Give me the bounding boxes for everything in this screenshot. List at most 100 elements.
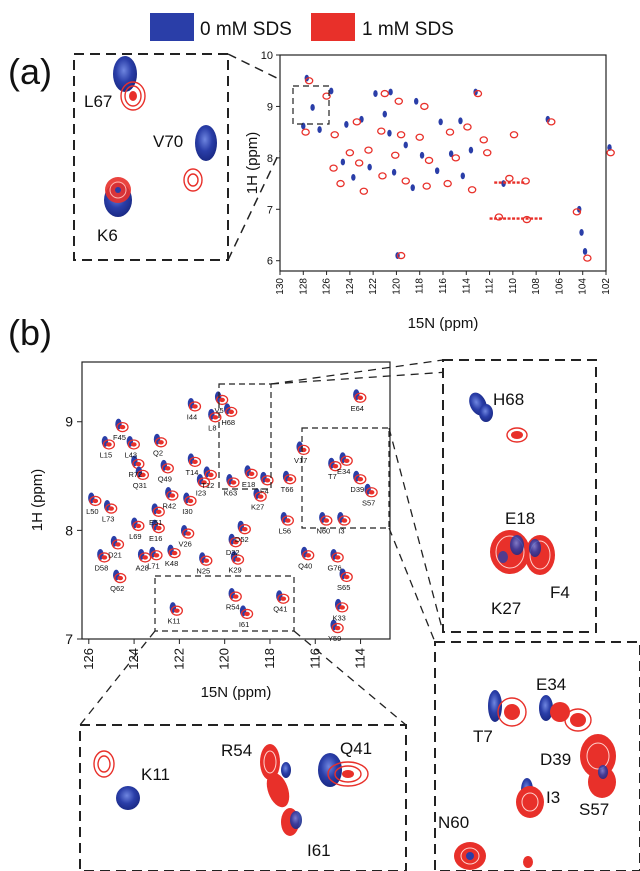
panel-a-x-tick-label: 120 bbox=[391, 278, 402, 295]
panel-b-peak-1mm-core bbox=[212, 415, 219, 420]
panel-b-peak-label: L73 bbox=[102, 515, 115, 524]
panel-b-peak-1mm bbox=[297, 444, 310, 456]
panel-b-peak-1mm-core bbox=[332, 463, 339, 469]
panel-a-x-tick-label: 116 bbox=[438, 278, 449, 294]
panel-b-peak-1mm bbox=[188, 456, 202, 468]
legend-swatch-1mm bbox=[311, 13, 355, 41]
panel-b-peak-label: N25 bbox=[196, 567, 210, 576]
panel-b-peak-1mm bbox=[329, 461, 342, 472]
panel-b-zoom-box-3 bbox=[154, 575, 295, 632]
panel-b-peak-1mm-core bbox=[203, 558, 210, 563]
panel-b-peak-1mm-core bbox=[115, 542, 121, 547]
panel-b-peak-1mm bbox=[114, 572, 127, 584]
panel-a-peak-0mm bbox=[388, 88, 393, 96]
panel-b-peak-1mm bbox=[105, 503, 118, 514]
panel-b-peak-1mm-core bbox=[357, 477, 364, 482]
inset-2-label-k11: K11 bbox=[141, 765, 170, 784]
panel-b-peak-1mm-core bbox=[208, 472, 214, 478]
panel-a-peak-0mm bbox=[545, 115, 550, 123]
panel-b-peak-label: H68 bbox=[221, 418, 235, 427]
legend: 0 mM SDS 1 mM SDS bbox=[150, 13, 454, 41]
panel-b-peak-label: Q41 bbox=[273, 605, 287, 614]
panel-a-x-tick-label: 126 bbox=[322, 278, 333, 295]
panel-a-peak-0mm bbox=[351, 174, 356, 181]
panel-b-peak-label: Q2 bbox=[153, 448, 163, 457]
panel-b-peak-1mm bbox=[152, 522, 165, 534]
panel-b-peak-1mm-core bbox=[155, 509, 162, 515]
panel-a-peak-1mm bbox=[394, 97, 404, 105]
panel-b-peak-label: D52 bbox=[235, 535, 249, 544]
panel-b-peak-label: Q49 bbox=[158, 474, 172, 483]
panel-b-peak-1mm-core bbox=[230, 480, 237, 485]
panel-b-peak-1mm-core bbox=[135, 523, 142, 529]
panel-b-peak-label: K63 bbox=[224, 488, 237, 497]
panel-b-x-tick-label: 122 bbox=[171, 648, 186, 670]
panel-a-peak-1mm bbox=[415, 133, 424, 141]
panel-a-peak-0mm bbox=[419, 151, 425, 159]
panel-b-peak-1mm bbox=[215, 394, 229, 406]
panel-b-zoom-box-2 bbox=[301, 427, 390, 529]
panel-b-peak-1mm-core bbox=[164, 466, 171, 471]
panel-b-peak-1mm bbox=[277, 593, 290, 604]
panel-b-peak-1mm-core bbox=[232, 540, 239, 545]
panel-a-peak-1mm bbox=[547, 118, 556, 126]
panel-b-peak-1mm bbox=[102, 439, 116, 450]
panel-a-peak-0mm bbox=[344, 121, 349, 128]
panel-b-peak-1mm bbox=[283, 474, 297, 485]
inset-3-label-d39: D39 bbox=[540, 750, 571, 769]
panel-b-peak-1mm-core bbox=[140, 472, 146, 478]
panel-b-ylabel: 1H (ppm) bbox=[29, 469, 46, 532]
panel-a-y-ticks: 6 7 8 9 10 bbox=[261, 50, 280, 268]
panel-b-y-tick-label: 7 bbox=[65, 631, 73, 647]
panel-a-peak-1mm bbox=[572, 208, 582, 216]
panel-b-peak-label: N60 bbox=[316, 527, 330, 536]
panel-b-peak-1mm-core bbox=[219, 397, 225, 403]
panel-b-x-tick-label: 118 bbox=[262, 648, 277, 669]
panel-b-peak-1mm-core bbox=[117, 575, 124, 581]
panel-a-peak-0mm bbox=[340, 158, 346, 166]
panel-b-peak-label: E34 bbox=[337, 467, 350, 476]
panel-b-peak-label: E51 bbox=[149, 518, 162, 527]
panel-b-peak-label: V5 bbox=[215, 406, 224, 415]
panel-a-peak-1mm bbox=[329, 164, 338, 172]
panel-a-xlabel: 15N (ppm) bbox=[408, 315, 479, 332]
panel-b-peak-label: L15 bbox=[100, 450, 113, 459]
panel-a-peak-0mm bbox=[387, 129, 392, 137]
panel-b-peak-1mm-core bbox=[158, 440, 164, 445]
panel-b-peak-1mm bbox=[204, 469, 217, 481]
panel-a-peak-1mm bbox=[451, 154, 461, 162]
panel-a-peak-0mm bbox=[403, 141, 408, 149]
panel-a-x-tick-label: 102 bbox=[601, 278, 612, 295]
panel-b-peak-label: L43 bbox=[125, 450, 138, 459]
panel-a-x-ticks: 130 128 126 124 122 120 118 116 114 112 110 108 106 1… bbox=[275, 271, 612, 295]
panel-b-peak-1mm-core bbox=[142, 555, 148, 560]
panel-b-zoom-box-1 bbox=[218, 383, 272, 490]
panel-b-peak-1mm-core bbox=[201, 480, 207, 485]
panel-a-peak-0mm bbox=[373, 90, 378, 97]
panel-a-x-tick-label: 130 bbox=[275, 278, 286, 295]
panel-b-peak-1mm-core bbox=[106, 442, 112, 447]
panel-b-peak-1mm bbox=[229, 591, 242, 602]
panel-b-peak-1mm-core bbox=[334, 555, 341, 560]
panel-a-plot-frame bbox=[279, 54, 607, 272]
panel-b-peak-1mm bbox=[188, 401, 202, 412]
panel-b-peak-1mm-core bbox=[235, 557, 241, 562]
panel-b-peak-label: E16 bbox=[149, 534, 162, 543]
panel-b-xlabel: 15N (ppm) bbox=[201, 684, 272, 701]
panel-b-plot-frame bbox=[81, 361, 391, 640]
panel-a-peak-1mm bbox=[479, 136, 488, 144]
panel-a-y-tick-label: 6 bbox=[267, 256, 273, 268]
panel-b-peak-1mm bbox=[238, 524, 251, 535]
panel-b-peak-1mm-core bbox=[187, 498, 194, 504]
panel-a-peak-1mm bbox=[509, 131, 519, 139]
inset-1-label-h68: H68 bbox=[493, 390, 524, 409]
panel-b-peak-label: Q31 bbox=[133, 481, 147, 490]
panel-b-peak-1mm bbox=[354, 474, 367, 485]
panel-a-y-tick-label: 10 bbox=[261, 50, 273, 62]
panel-b-peak-1mm-core bbox=[135, 461, 142, 467]
panel-b-peak-label: I61 bbox=[239, 620, 249, 629]
panel-b-peak-1mm bbox=[229, 537, 242, 548]
panel-a-peak-1mm bbox=[401, 177, 410, 185]
panel-a-peak-0mm bbox=[410, 184, 415, 192]
panel-a-x-tick-label: 104 bbox=[578, 278, 589, 295]
